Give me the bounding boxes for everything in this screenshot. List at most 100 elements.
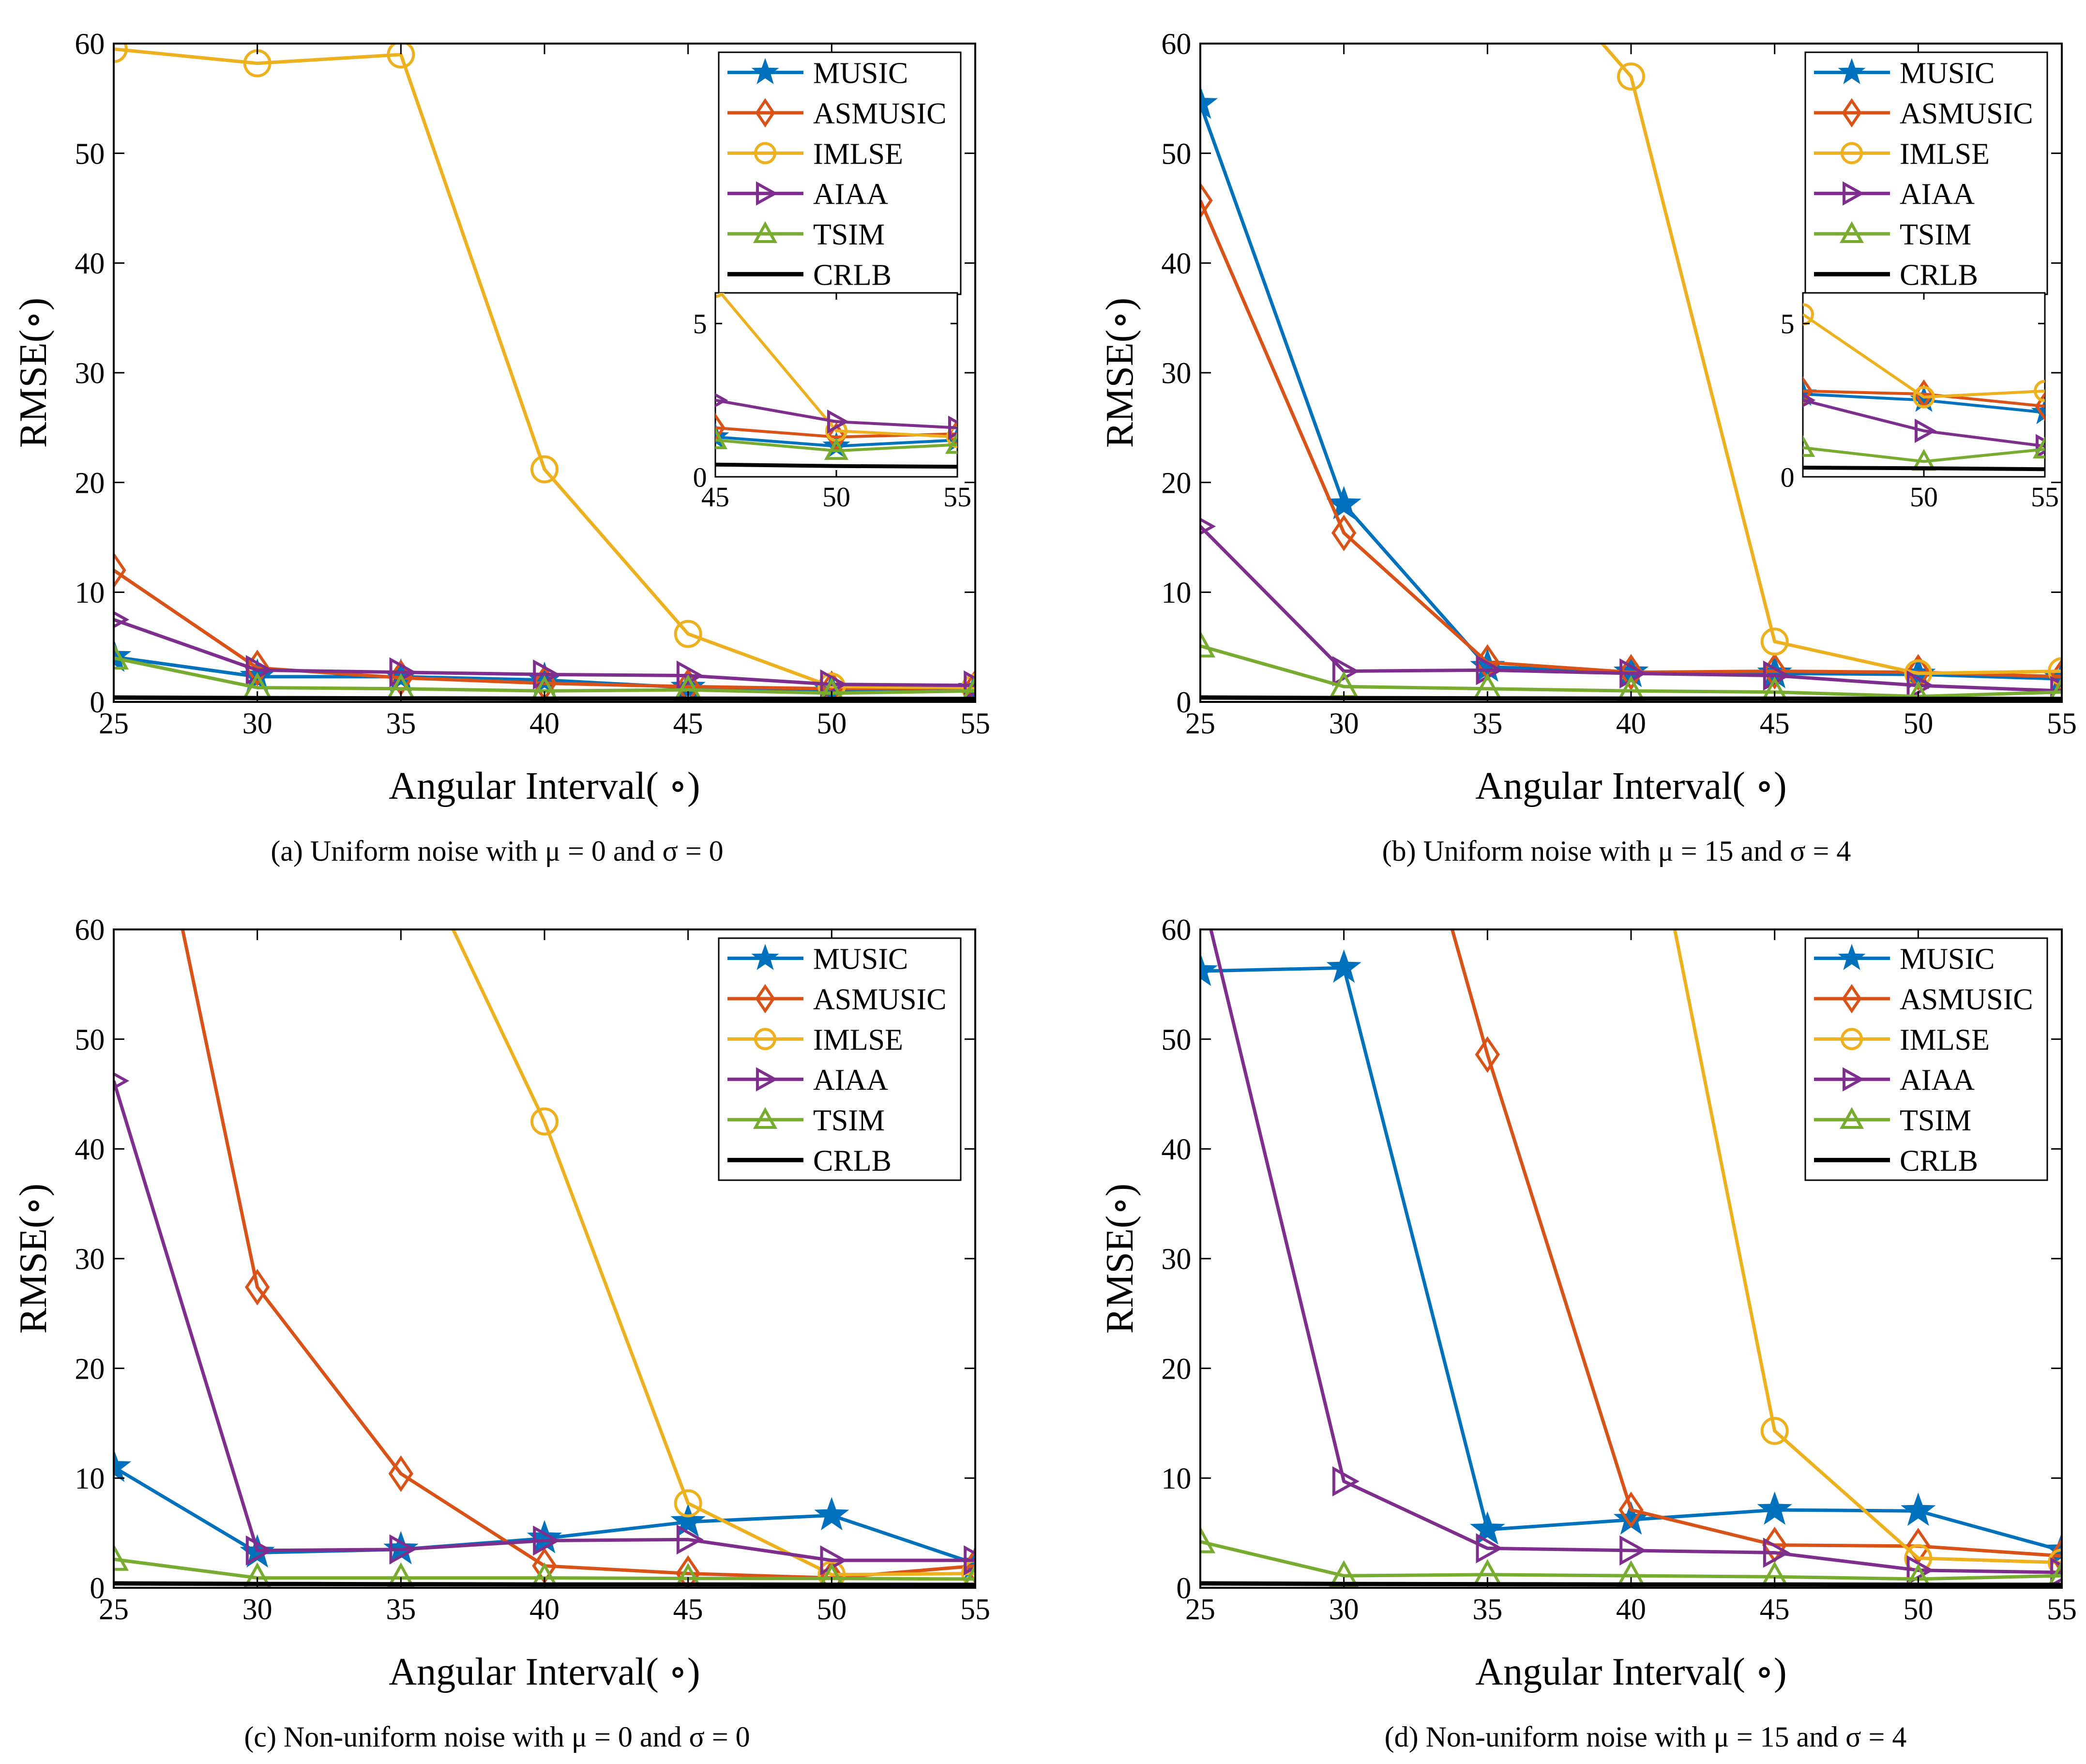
panel-d-aiaa-line	[1209, 929, 2062, 1574]
panel-d-legend-crlb-label: CRLB	[1900, 1144, 1978, 1177]
panel-a-legend-imlse-label: IMLSE	[813, 137, 903, 170]
panel-b-inset-imlse-line	[1803, 313, 2045, 399]
panel-d-legend-music-marker	[1838, 943, 1866, 970]
panel-a-inset-x-tick-label: 45	[701, 481, 729, 513]
panel-a-inset-asmusic-point	[715, 413, 726, 443]
panel-a-inset-aiaa-line	[715, 398, 957, 429]
panel-b-y-tick-label: 10	[1161, 577, 1191, 609]
panel-b-inset-y-tick-label: 5	[1781, 308, 1795, 340]
panel-a-ylabel: RMSE(∘)	[12, 298, 55, 448]
panel-c-y-tick-label: 40	[75, 1133, 105, 1166]
panel-a-inset-crlb-line	[715, 462, 957, 469]
panel-a-legend-box	[718, 51, 962, 295]
panel-c-music-point	[527, 1520, 562, 1553]
panel-c-y-tick-label: 20	[75, 1353, 105, 1385]
panel-c-legend-crlb-label: CRLB	[813, 1144, 892, 1177]
panel-c-imlse-point	[245, 588, 270, 613]
panel-d-caption: (d) Non-uniform noise with μ = 15 and σ …	[1385, 1721, 1907, 1753]
panel-a-legend-music-label: MUSIC	[813, 57, 908, 90]
panel-a-x-tick-label: 55	[960, 707, 990, 740]
panel-a-legend-imlse-marker	[754, 142, 776, 165]
panel-c-tsim-point	[817, 1563, 846, 1588]
panel-c-legend-asmusic-marker	[755, 984, 775, 1014]
panel-d-aiaa-point	[1906, 1555, 1934, 1585]
panel-d-music-point	[1200, 953, 1218, 986]
panel-c-imlse-line	[451, 929, 975, 1577]
panel-a-x-tick-label: 25	[99, 707, 129, 740]
panel-b-imlse-line	[1600, 44, 2062, 675]
panel-b-tsim-point	[1200, 630, 1216, 658]
panel-b-legend-asmusic-marker	[1842, 98, 1862, 128]
panel-b-aiaa-point	[1200, 517, 1216, 535]
panel-c-tsim-point	[962, 1563, 975, 1588]
panel-d-asmusic-point	[1475, 1036, 1500, 1073]
panel-c-aiaa-line	[114, 1080, 975, 1562]
panel-d-aiaa-point	[1332, 1466, 1360, 1497]
panel-c-aiaa-point	[676, 1524, 704, 1555]
panel-b-inset-aiaa-point	[2036, 434, 2045, 458]
panel-a-y-tick-label: 0	[90, 686, 105, 719]
panel-b-y-tick-label: 20	[1161, 467, 1191, 500]
panel-b-aiaa-point	[1906, 670, 1934, 701]
panel-a-x-tick-label: 30	[242, 707, 272, 740]
panel-a-inset-asmusic-point	[826, 422, 846, 452]
panel-c-x-tick-label: 55	[960, 1593, 990, 1626]
panel-a-inset-tsim-point	[715, 427, 728, 449]
panel-b-inset-asmusic-point	[2035, 391, 2045, 421]
panel-d-legend-tsim-marker	[1839, 1107, 1864, 1129]
panel-d-x-tick-label: 35	[1472, 1593, 1502, 1626]
panel-c-music-point	[814, 1497, 849, 1531]
panel-b-inset-y-tick-label: 0	[1781, 461, 1795, 493]
panel-b-legend-imlse-marker	[1841, 142, 1863, 165]
panel-a-imlse-point	[387, 44, 415, 69]
panel-c-y-tick-label: 60	[75, 914, 105, 947]
panel-a-inset-aiaa-point	[827, 409, 849, 434]
panel-b-inset-ticks: 50 55 0 5	[1781, 293, 2059, 513]
panel-d-legend-aiaa-marker	[1843, 1067, 1865, 1092]
panel-b-legend-music-label: MUSIC	[1900, 57, 1995, 90]
panel-d-aiaa-point	[1476, 1533, 1503, 1564]
panel-b-tsim-point	[1906, 681, 1930, 702]
panel-a-inset-series	[715, 293, 957, 469]
panel-b-legend-tsim-marker	[1839, 221, 1864, 243]
panel-a-y-tick-label: 40	[75, 247, 105, 280]
panel-b-inset-x-tick-label: 50	[1910, 481, 1938, 513]
panel-c-aiaa-point	[389, 1534, 417, 1565]
panel-c-caption: (c) Non-uniform noise with μ = 0 and σ =…	[244, 1721, 750, 1753]
panel-c-asmusic-point	[675, 1555, 701, 1588]
panel-a-inset-ticks: 45 50 55 0 5	[693, 293, 971, 513]
panel-d-ylabel: RMSE(∘)	[1099, 1184, 1141, 1334]
panel-b-legend-tsim-label: TSIM	[1900, 218, 1971, 251]
panel-a-caption: (a) Uniform noise with μ = 0 and σ = 0	[271, 835, 723, 867]
panel-b-imlse-point	[1617, 62, 1645, 91]
panel-c-y-tick-label: 30	[75, 1243, 105, 1276]
panel-d-aiaa-point	[1619, 1535, 1647, 1566]
panel-c-music-point	[670, 1503, 706, 1537]
panel-c-legend-imlse-label: IMLSE	[813, 1023, 903, 1056]
panel-a-xlabel: Angular Interval( ∘)	[389, 765, 700, 807]
panel-a-aiaa-line	[114, 618, 975, 687]
panel-b-x-tick-label: 55	[2047, 707, 2077, 740]
panel-b-y-tick-label: 40	[1161, 247, 1191, 280]
panel-d-y-tick-label: 40	[1161, 1133, 1191, 1166]
panel-a-tsim-point	[960, 675, 975, 702]
panel-d-y-tick-label: 10	[1161, 1462, 1191, 1495]
panel-c-legend-aiaa-marker	[756, 1067, 778, 1092]
panel-a-legend-aiaa-marker	[756, 181, 778, 206]
panel-a-y-tick-label: 50	[75, 137, 105, 170]
panel-b-asmusic-point	[1331, 515, 1357, 551]
panel-b-inset-series	[1803, 303, 2045, 471]
panel-b-tsim-point	[1760, 676, 1789, 702]
panel-a-imlse-point	[961, 673, 975, 702]
panel-b-asmusic-point	[1905, 654, 1931, 691]
panel-b-inset-aiaa-point	[1915, 418, 1937, 443]
panel-a-inset-tsim-point	[945, 432, 957, 454]
panel-d-x-tick-label: 50	[1903, 1593, 1933, 1626]
panel-d-music-point	[1326, 949, 1361, 983]
panel-a-y-tick-label: 60	[75, 28, 105, 61]
panel-a-inset-imlse-point	[946, 426, 957, 448]
panel-a-legend-crlb-label: CRLB	[813, 259, 892, 291]
panel-b-inset-tsim-point	[2032, 436, 2045, 458]
panel-b-inset: 50 55 0 5	[1781, 292, 2059, 513]
